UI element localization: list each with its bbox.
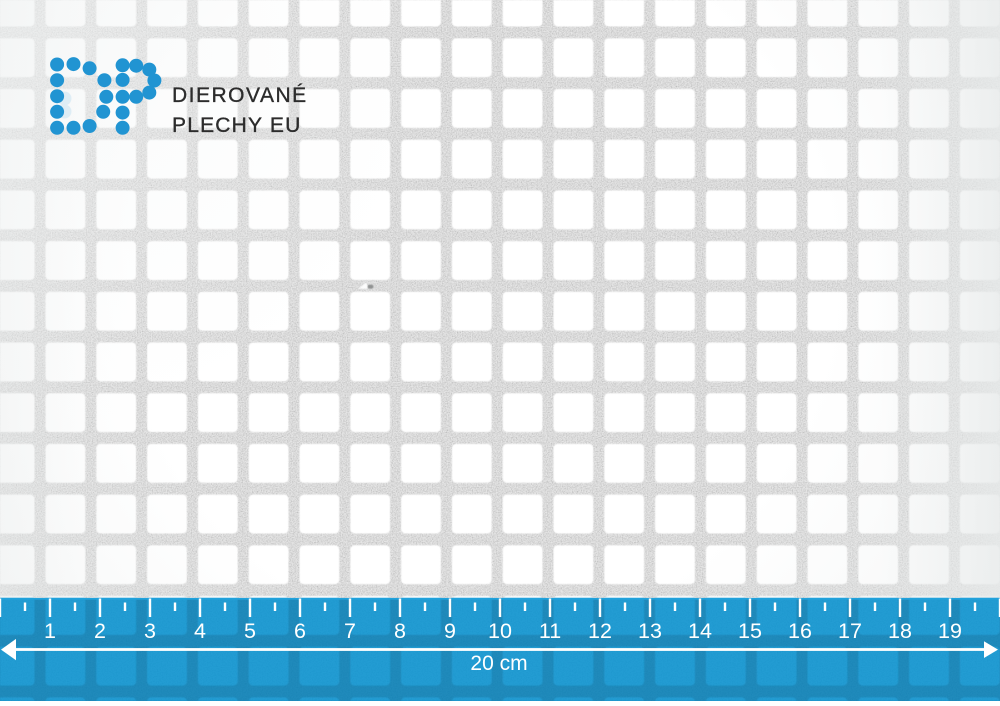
svg-text:7: 7 (344, 619, 356, 643)
svg-text:8: 8 (394, 619, 406, 643)
svg-text:18: 18 (888, 619, 912, 643)
svg-text:9: 9 (444, 619, 456, 643)
svg-text:10: 10 (488, 619, 512, 643)
svg-text:16: 16 (788, 619, 812, 643)
svg-text:5: 5 (244, 619, 256, 643)
svg-text:14: 14 (688, 619, 712, 643)
svg-text:12: 12 (588, 619, 612, 643)
svg-text:6: 6 (294, 619, 306, 643)
svg-text:PLECHY EU: PLECHY EU (172, 114, 301, 137)
svg-text:19: 19 (938, 619, 962, 643)
svg-text:20 cm: 20 cm (470, 652, 527, 675)
svg-text:DIEROVANÉ: DIEROVANÉ (172, 84, 308, 107)
svg-text:1: 1 (44, 619, 56, 643)
svg-text:4: 4 (194, 619, 206, 643)
svg-text:13: 13 (638, 619, 662, 643)
svg-text:15: 15 (738, 619, 762, 643)
svg-text:2: 2 (94, 619, 106, 643)
svg-text:11: 11 (539, 619, 561, 643)
svg-text:3: 3 (144, 619, 156, 643)
svg-text:17: 17 (838, 619, 862, 643)
